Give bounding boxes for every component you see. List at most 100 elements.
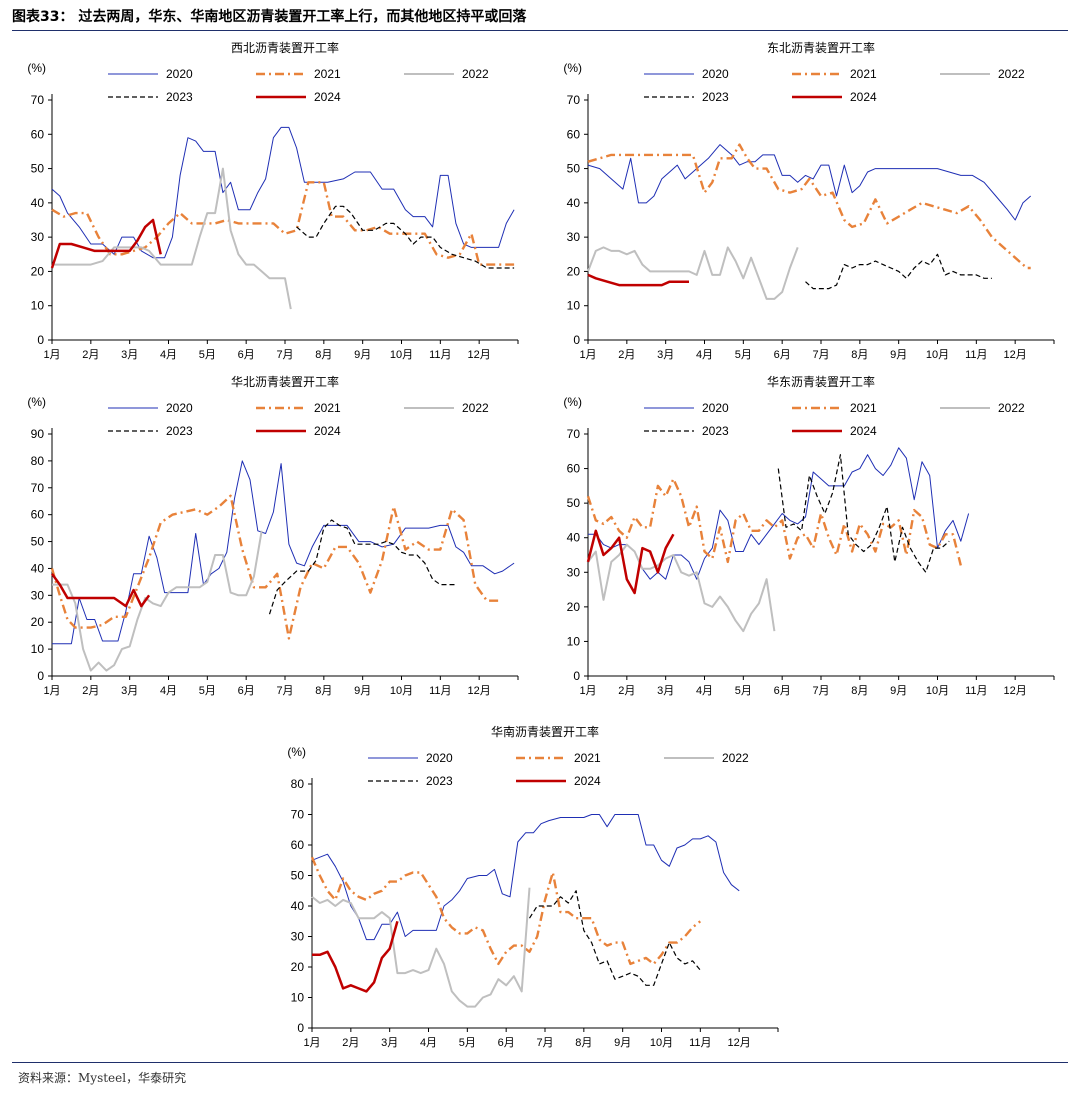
y-tick-label: 10	[31, 299, 45, 313]
legend-label-2024: 2024	[850, 424, 877, 438]
legend-label-2024: 2024	[314, 424, 341, 438]
legend-label-2023: 2023	[702, 90, 729, 104]
x-tick-label: 12月	[1004, 349, 1027, 361]
x-tick-label: 12月	[728, 1037, 751, 1049]
x-tick-label: 8月	[851, 349, 868, 361]
y-tick-label: 90	[31, 427, 45, 441]
y-tick-label: 30	[567, 230, 581, 244]
x-tick-label: 4月	[160, 349, 177, 361]
series-line-2022	[52, 530, 263, 672]
y-axis-unit-label: (%)	[563, 395, 582, 409]
x-tick-label: 7月	[536, 1037, 553, 1049]
chart-svg: 华北沥青装置开工率 (%) 0 10 20 30 40 50 60 70 80 90 1月 2月 3月 4月 5…	[27, 374, 519, 697]
x-tick-label: 7月	[812, 685, 829, 697]
x-tick-label: 7月	[276, 685, 293, 697]
y-tick-label: 30	[31, 230, 45, 244]
series-line-2023	[268, 519, 456, 615]
x-tick-label: 9月	[354, 685, 371, 697]
y-tick-label: 30	[31, 588, 45, 602]
legend-label-2022: 2022	[462, 401, 489, 415]
x-tick-label: 8月	[851, 685, 868, 697]
chart-title: 西北沥青装置开工率	[231, 40, 339, 55]
series-line-2021	[310, 856, 702, 966]
x-tick-label: 4月	[696, 349, 713, 361]
y-tick-label: 40	[291, 899, 305, 913]
x-tick-label: 9月	[890, 685, 907, 697]
x-tick-label: 2月	[342, 1037, 359, 1049]
series-line-2020	[588, 447, 970, 580]
series-line-2024	[50, 573, 151, 608]
x-tick-label: 5月	[199, 349, 216, 361]
y-tick-label: 50	[31, 535, 45, 549]
x-tick-label: 6月	[238, 349, 255, 361]
y-tick-label: 0	[37, 333, 44, 347]
x-tick-label: 12月	[1004, 685, 1027, 697]
x-tick-label: 1月	[579, 685, 596, 697]
y-tick-label: 70	[567, 93, 581, 107]
legend-label-2023: 2023	[166, 90, 193, 104]
series-line-2023	[528, 890, 701, 986]
x-tick-label: 1月	[303, 1037, 320, 1049]
y-tick-label: 10	[291, 991, 305, 1005]
y-tick-label: 50	[291, 869, 305, 883]
x-tick-label: 3月	[657, 349, 674, 361]
y-tick-label: 50	[567, 496, 581, 510]
y-tick-label: 70	[567, 427, 581, 441]
y-tick-label: 50	[567, 162, 581, 176]
series-line-2021	[586, 477, 962, 566]
y-tick-label: 40	[567, 531, 581, 545]
y-tick-label: 10	[567, 299, 581, 313]
x-tick-label: 10月	[390, 349, 413, 361]
y-tick-label: 60	[291, 838, 305, 852]
x-tick-label: 6月	[238, 685, 255, 697]
x-tick-label: 1月	[43, 349, 60, 361]
y-tick-label: 0	[573, 333, 580, 347]
legend-label-2021: 2021	[314, 67, 341, 81]
y-axis-unit-label: (%)	[27, 395, 46, 409]
series-line-2024	[586, 529, 675, 595]
series-line-2024	[312, 920, 399, 993]
x-tick-label: 3月	[121, 349, 138, 361]
y-tick-label: 20	[31, 615, 45, 629]
legend-label-2020: 2020	[166, 401, 193, 415]
chart-svg: 东北沥青装置开工率 (%) 0 10 20 30 40 50 60 70 1月 2月 3月 4月 5月 6月 7…	[563, 40, 1055, 361]
chart-northeast: 东北沥青装置开工率 (%) 0 10 20 30 40 50 60 70 1月 2月 3月 4月 5月 6月 7…	[540, 38, 1068, 368]
chart-svg: 华东沥青装置开工率 (%) 0 10 20 30 40 50 60 70 1月 2月 3月 4月 5月 6月 7…	[563, 374, 1055, 697]
legend-label-2022: 2022	[998, 67, 1025, 81]
y-tick-label: 70	[31, 93, 45, 107]
chart-east-china: 华东沥青装置开工率 (%) 0 10 20 30 40 50 60 70 1月 2月 3月 4月 5月 6月 7…	[540, 372, 1068, 704]
x-tick-label: 10月	[926, 349, 949, 361]
legend-label-2020: 2020	[702, 401, 729, 415]
series-line-2020	[51, 126, 515, 259]
x-tick-label: 11月	[429, 685, 451, 697]
x-tick-label: 10月	[390, 685, 413, 697]
x-tick-label: 2月	[82, 349, 99, 361]
y-axis-unit-label: (%)	[563, 61, 582, 75]
y-tick-label: 60	[31, 127, 45, 141]
x-tick-label: 3月	[381, 1037, 398, 1049]
x-tick-label: 2月	[618, 349, 635, 361]
y-tick-label: 50	[31, 162, 45, 176]
chart-northwest: 西北沥青装置开工率 (%) 0 10 20 30 40 50 60 70 1月 2月 3月 4月 5月 6月 7…	[4, 38, 532, 368]
legend-label-2020: 2020	[166, 67, 193, 81]
x-tick-label: 6月	[774, 349, 791, 361]
x-tick-label: 5月	[735, 685, 752, 697]
y-tick-label: 20	[567, 600, 581, 614]
x-tick-label: 3月	[121, 685, 138, 697]
x-tick-label: 11月	[965, 685, 987, 697]
y-tick-label: 80	[291, 777, 305, 791]
series-line-2022	[587, 543, 776, 633]
x-tick-label: 7月	[812, 349, 829, 361]
y-tick-label: 0	[37, 669, 44, 683]
series-line-2024	[50, 218, 162, 269]
x-tick-label: 1月	[43, 685, 60, 697]
y-tick-label: 10	[31, 642, 45, 656]
x-tick-label: 4月	[420, 1037, 437, 1049]
series-line-2020	[587, 144, 1032, 221]
y-tick-label: 10	[567, 634, 581, 648]
legend-label-2024: 2024	[850, 90, 877, 104]
y-tick-label: 30	[567, 565, 581, 579]
x-tick-label: 8月	[315, 349, 332, 361]
chart-north-china: 华北沥青装置开工率 (%) 0 10 20 30 40 50 60 70 80 90 1月 2月 3月 4月 5…	[4, 372, 532, 704]
series-line-2022	[311, 887, 531, 1008]
